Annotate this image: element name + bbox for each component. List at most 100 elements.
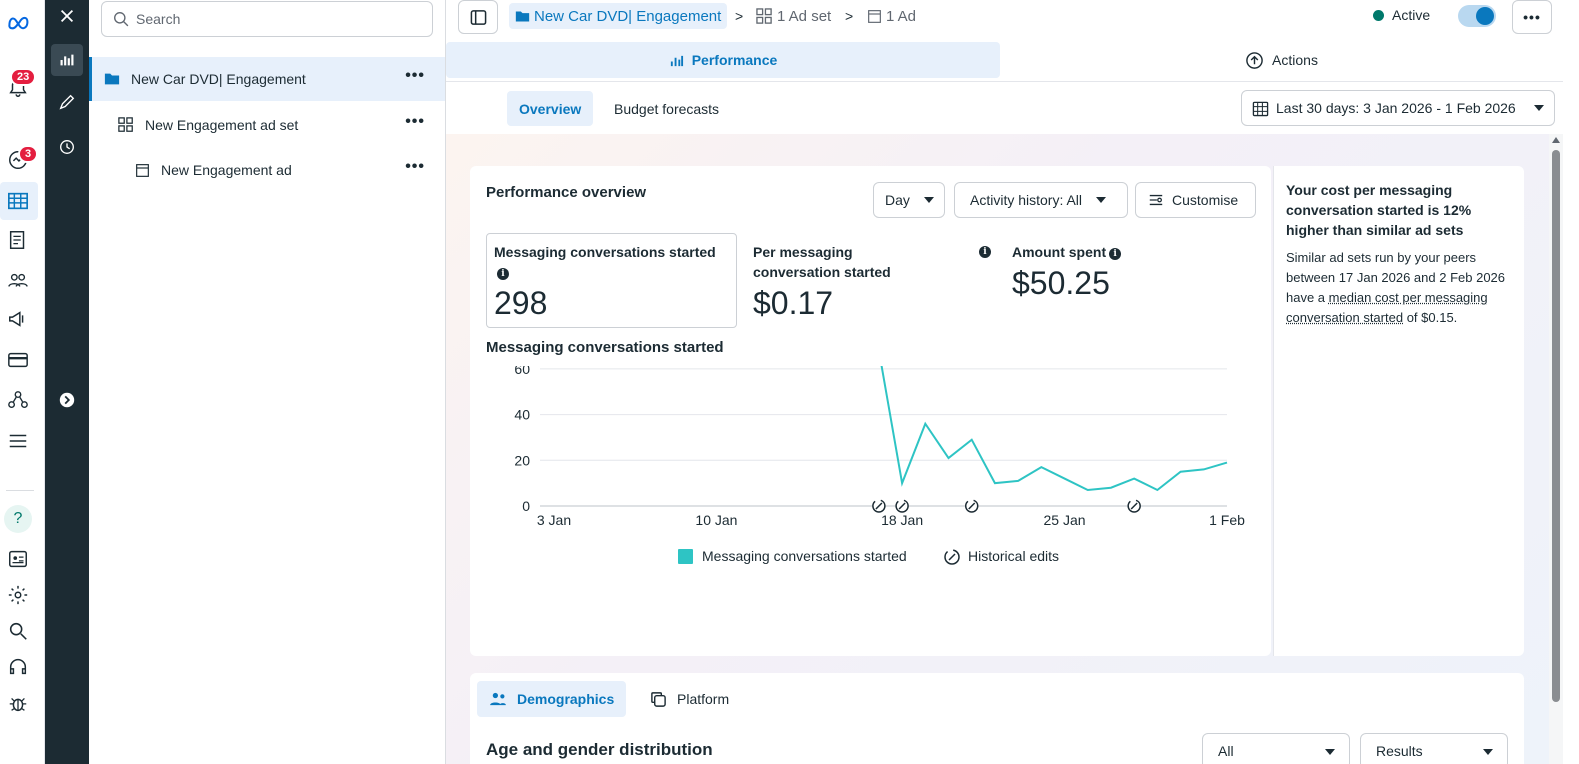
help-icon[interactable]: ?: [4, 505, 32, 533]
adset-grid-icon: [117, 116, 135, 134]
menu-icon[interactable]: [4, 427, 32, 455]
insight-headline: Your cost per messaging conversation sta…: [1286, 182, 1472, 238]
tree-item-label: New Engagement ad: [161, 162, 292, 178]
activity-history-label: Activity history: All: [970, 192, 1083, 208]
meta-logo-icon[interactable]: [4, 8, 32, 36]
metric-value: $0.17: [753, 285, 834, 321]
historical-edit-legend-icon: [944, 549, 960, 565]
campaign-tree-panel: Search New Car DVD| Engagement ••• New E…: [89, 0, 446, 764]
tab-performance[interactable]: Performance: [446, 42, 1000, 78]
app-rail: 23 3 ?: [0, 0, 45, 764]
day-dropdown-label: Day: [885, 192, 910, 208]
selected-metric-box[interactable]: [486, 233, 737, 328]
gear-icon[interactable]: [4, 581, 32, 609]
notifications-badge: 23: [10, 68, 37, 86]
median-cost-link[interactable]: median cost per messaging conversation s…: [1286, 290, 1488, 325]
business-settings-icon[interactable]: [4, 386, 32, 414]
expand-chevron-icon[interactable]: [51, 384, 83, 416]
customise-label: Customise: [1172, 192, 1239, 208]
tab-budget-forecasts[interactable]: Budget forecasts: [614, 100, 720, 117]
billing-card-icon[interactable]: [4, 346, 32, 374]
y-tick-label: 60: [514, 366, 530, 377]
tab-platform-label: Platform: [677, 691, 730, 707]
active-toggle[interactable]: [1458, 5, 1496, 27]
chevron-down-icon: [1325, 749, 1335, 755]
tab-actions[interactable]: Actions: [1000, 42, 1563, 78]
historical-edit-marker[interactable]: [872, 499, 886, 513]
historical-edit-marker[interactable]: [964, 499, 979, 513]
filter-results-label: Results: [1376, 743, 1423, 759]
tab-platform[interactable]: Platform: [638, 681, 741, 717]
metric-label: Messaging conversations started: [494, 244, 716, 260]
x-tick-label: 3 Jan: [537, 512, 571, 528]
search-input[interactable]: Search: [101, 1, 433, 37]
tab-demographics[interactable]: Demographics: [477, 681, 627, 717]
more-options-button[interactable]: •••: [1512, 0, 1552, 34]
copy-icon: [651, 691, 666, 707]
main-tabs: Performance Actions: [446, 42, 1563, 82]
tree-item-adset[interactable]: New Engagement ad set •••: [89, 103, 445, 147]
audiences-icon[interactable]: [4, 266, 32, 294]
settings-sliders-icon: [1149, 194, 1163, 206]
close-icon[interactable]: [51, 0, 83, 32]
insight-body-text: of $0.15.: [1403, 310, 1458, 325]
chevron-down-icon: [1483, 749, 1493, 755]
news-icon[interactable]: [4, 545, 32, 573]
filter-results-dropdown[interactable]: Results: [1360, 733, 1508, 764]
insights-badge: 3: [18, 145, 39, 163]
ad-icon: [133, 161, 151, 179]
tab-overview[interactable]: Overview: [507, 91, 594, 126]
benchmark-insight-card: Your cost per messaging conversation sta…: [1273, 166, 1524, 656]
metric-value: $50.25: [1012, 265, 1110, 301]
scroll-up-icon[interactable]: [1552, 137, 1560, 143]
tab-demographics-label: Demographics: [517, 691, 615, 707]
more-options-icon[interactable]: •••: [405, 113, 425, 130]
top-bar: New Car DVD| Engagement > 1 Ad set > 1 A…: [446, 0, 1563, 36]
info-icon[interactable]: i: [1109, 248, 1122, 260]
x-tick-label: 1 Feb: [1209, 512, 1245, 528]
megaphone-icon[interactable]: [4, 305, 32, 333]
sidebar-panel-icon: [470, 9, 486, 25]
breadcrumb-adset[interactable]: 1 Ad set: [756, 3, 831, 29]
filter-all-dropdown[interactable]: All: [1202, 733, 1350, 764]
historical-edit-marker[interactable]: [895, 499, 909, 513]
ads-manager-table-icon[interactable]: [4, 187, 32, 215]
card-title: Performance overview: [486, 184, 647, 201]
tree-item-ad[interactable]: New Engagement ad •••: [89, 148, 445, 192]
more-options-icon[interactable]: •••: [405, 67, 425, 84]
day-dropdown[interactable]: Day: [873, 182, 945, 218]
rail-active-indicator: [0, 182, 38, 220]
folder-icon: [103, 70, 121, 88]
x-tick-label: 25 Jan: [1044, 512, 1086, 528]
panel-toggle-button[interactable]: [458, 0, 498, 34]
activity-history-dropdown[interactable]: Activity history: All: [954, 182, 1128, 218]
chevron-right-icon: >: [845, 8, 854, 24]
bar-chart-icon[interactable]: [51, 44, 83, 76]
search-icon[interactable]: [4, 617, 32, 645]
breadcrumb-adset-label: 1 Ad set: [777, 7, 832, 25]
scroll-thumb[interactable]: [1552, 150, 1560, 702]
pencil-icon[interactable]: [51, 86, 83, 118]
metric-label: Per messaging conversation started: [753, 244, 891, 280]
insight-body-text: Similar ad sets run by your peers betwee…: [1286, 250, 1506, 305]
scrollbar[interactable]: [1549, 134, 1563, 764]
metric-amount-spent: Amount spent i $50.25: [1012, 242, 1247, 302]
breadcrumb-campaign[interactable]: New Car DVD| Engagement: [509, 3, 728, 29]
date-range-picker[interactable]: Last 30 days: 3 Jan 2026 - 1 Feb 2026: [1241, 90, 1555, 126]
historical-edit-marker[interactable]: [1127, 499, 1141, 513]
line-chart: 0 20 40 60 3 Jan 10 Jan 18 Jan 25 Jan 1 Feb Messa…: [470, 350, 1271, 656]
more-options-icon[interactable]: •••: [405, 158, 425, 175]
performance-overview-card: Performance overview Day Activity histor…: [470, 166, 1271, 656]
chevron-down-icon: [923, 197, 934, 203]
pages-icon[interactable]: [4, 226, 32, 254]
info-icon[interactable]: i: [497, 268, 509, 280]
info-icon[interactable]: i: [979, 246, 991, 258]
customise-button[interactable]: Customise: [1135, 182, 1256, 218]
tree-item-campaign[interactable]: New Car DVD| Engagement •••: [89, 57, 445, 101]
clock-icon[interactable]: [51, 131, 83, 163]
metric-label: Amount spent: [1012, 244, 1107, 260]
insight-body: Similar ad sets run by your peers betwee…: [1286, 248, 1514, 328]
bug-report-icon[interactable]: [4, 689, 32, 717]
breadcrumb-ad[interactable]: 1 Ad: [867, 3, 916, 29]
support-headset-icon[interactable]: [4, 653, 32, 681]
